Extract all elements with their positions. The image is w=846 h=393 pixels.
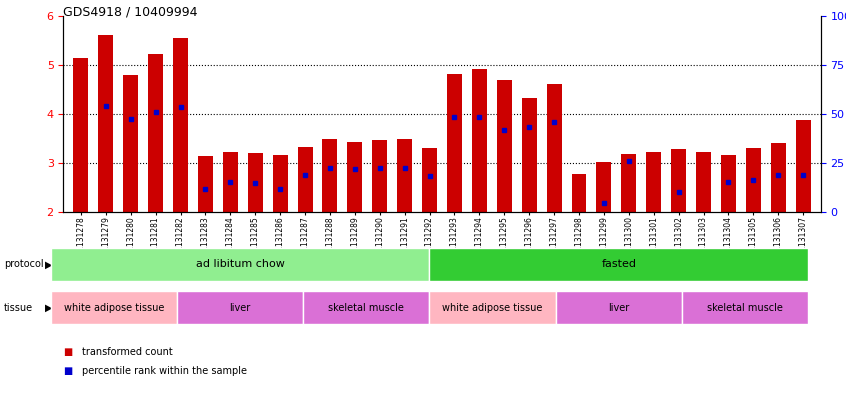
Text: liver: liver [229,303,250,312]
Bar [173,38,188,212]
Bar [472,69,486,212]
Text: GDS4918 / 10409994: GDS4918 / 10409994 [63,6,198,19]
Text: ad libitum chow: ad libitum chow [195,259,284,269]
Text: skeletal muscle: skeletal muscle [328,303,404,312]
Bar [746,148,761,212]
Text: ▶: ▶ [45,303,52,312]
Text: percentile rank within the sample: percentile rank within the sample [82,366,247,376]
Bar [248,153,263,212]
Bar [497,79,512,212]
Bar [796,120,810,212]
Bar [671,149,686,212]
Bar [621,154,636,212]
Bar [298,147,312,212]
Bar [771,143,786,212]
Text: fasted: fasted [602,259,636,269]
Text: ■: ■ [63,347,73,357]
Text: protocol: protocol [4,259,44,269]
Text: transformed count: transformed count [82,347,173,357]
Bar [596,162,612,212]
Text: liver: liver [608,303,629,312]
Bar [572,174,586,212]
Bar [522,98,536,212]
Text: white adipose tissue: white adipose tissue [63,303,164,312]
Bar [124,75,138,212]
Bar [98,35,113,212]
Bar [422,148,437,212]
Bar [74,59,88,212]
Bar [447,73,462,212]
Text: tissue: tissue [4,303,33,312]
Bar [148,54,163,212]
Bar [696,152,711,212]
Bar [372,140,387,212]
Bar [398,139,412,212]
Text: white adipose tissue: white adipose tissue [442,303,542,312]
Bar [646,152,662,212]
Bar [222,152,238,212]
Text: skeletal muscle: skeletal muscle [707,303,783,312]
Bar [322,139,338,212]
Bar [721,155,736,212]
Text: ■: ■ [63,366,73,376]
Bar [348,142,362,212]
Bar [198,156,213,212]
Bar [547,84,562,212]
Bar [272,155,288,212]
Text: ▶: ▶ [45,259,52,269]
